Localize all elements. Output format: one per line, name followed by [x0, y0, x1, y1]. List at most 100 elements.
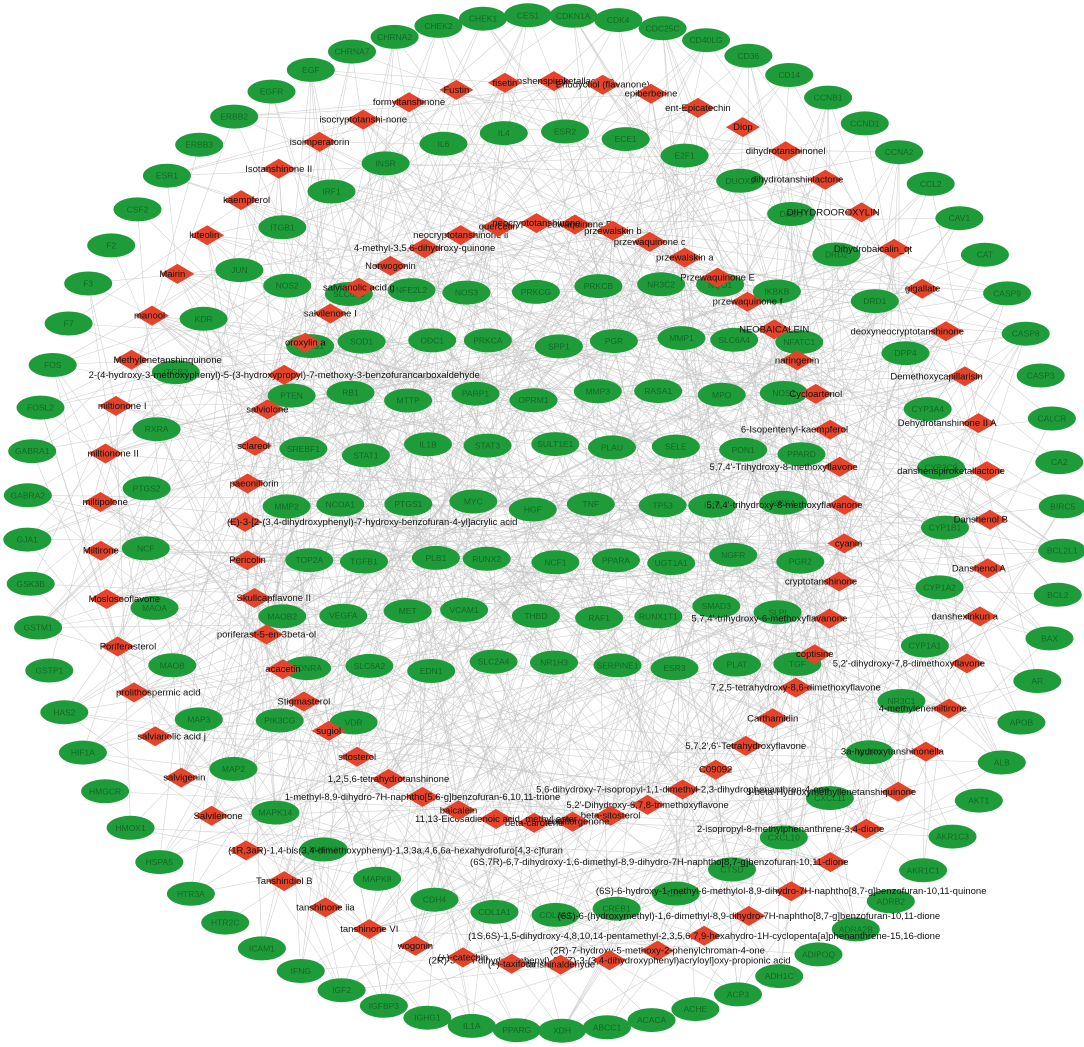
- gene-node-tnf[interactable]: TNF: [566, 492, 615, 517]
- gene-node-slc6a2[interactable]: SLC6A2: [345, 653, 394, 678]
- gene-node-hmox1[interactable]: HMOX1: [106, 815, 155, 840]
- compound-node-c09092[interactable]: C09092: [698, 759, 733, 780]
- gene-node-ugt1a1[interactable]: UGT1A1: [647, 551, 696, 576]
- gene-node-has2[interactable]: HAS2: [40, 700, 89, 725]
- compound-node-wogonin[interactable]: wogonin: [397, 935, 433, 956]
- gene-node-smad3[interactable]: SMAD3: [692, 594, 741, 619]
- gene-node-ighg1[interactable]: IGHG1: [403, 1005, 452, 1030]
- compound-node-5-7-4-trihydroxy-8-methoxyflavanone[interactable]: 5,7,4'-trihydroxy-8-methoxyflavanone: [707, 494, 863, 515]
- compound-node-baicalein[interactable]: baicalein: [440, 800, 478, 821]
- gene-node-cxcl11[interactable]: CXCL11: [805, 786, 854, 811]
- gene-node-mmp9[interactable]: MMP9: [845, 740, 894, 765]
- gene-node-irf1[interactable]: IRF1: [307, 179, 356, 204]
- gene-node-odc1[interactable]: ODC1: [408, 328, 457, 353]
- gene-node-raf1[interactable]: RAF1: [575, 606, 624, 630]
- compound-node-dehydrotanshinone-ii-a[interactable]: Dehydrotanshinone II A: [898, 413, 997, 434]
- gene-node-nos3[interactable]: NOS3: [442, 280, 491, 305]
- gene-node-cyp3a4[interactable]: CYP3A4: [903, 397, 952, 422]
- compound-node-salvianolic-acid-g[interactable]: salvianolic acid g: [323, 277, 395, 298]
- compound-node-cyanin[interactable]: cyanin: [827, 533, 862, 554]
- compound-node-6s-6-hydroxymethyl-1-6-dimethyl-8-9-dihy[interactable]: (6S)-6-(hydroxymethyl)-1,6-dimethyl-8,9-…: [558, 905, 941, 926]
- gene-node-acaca[interactable]: ACACA: [627, 1008, 676, 1033]
- compound-node-przewaquinone-f[interactable]: przewaquinone f: [713, 291, 783, 312]
- gene-node-cyp1a2[interactable]: CYP1A2: [915, 575, 964, 600]
- gene-node-fos[interactable]: FOS: [28, 353, 77, 377]
- gene-node-ikbkb[interactable]: IKBKB: [752, 279, 801, 304]
- gene-node-drd2[interactable]: DRD2: [812, 242, 861, 267]
- compound-node-skullcapflavone-ii[interactable]: Skullcapflavone II: [237, 588, 311, 608]
- gene-node-esr3[interactable]: ESR3: [650, 656, 699, 681]
- gene-node-edn1[interactable]: EDN1: [407, 659, 456, 683]
- gene-node-insr[interactable]: INSR: [361, 151, 410, 176]
- gene-node-apob[interactable]: APOB: [997, 710, 1046, 735]
- gene-node-chek2[interactable]: CHEK2: [414, 13, 463, 38]
- compound-node-tanshinaldehyde[interactable]: tanshinaldehyde: [526, 954, 595, 975]
- compound-node-demethoxycapillarisin[interactable]: Demethoxycapillarisin: [890, 366, 983, 387]
- gene-node-rxra[interactable]: RXRA: [132, 417, 181, 442]
- compound-node-1r-3ar-1-4-bis-3-4-dimethoxyphenyl-1-3-3[interactable]: (1R,3aR)-1,4-bis(3,4-dimethoxyphenyl)-1,…: [228, 840, 563, 861]
- compound-node-5-2-dihydroxy-6-7-8-trimethoxyflavone[interactable]: 5,2'-Dihydroxy-6,7,8-trimethoxyflavone: [566, 794, 729, 815]
- gene-node-adrb2[interactable]: ADRB2: [866, 889, 915, 914]
- compound-node-epiberberine[interactable]: epiberberine: [625, 83, 678, 104]
- compound-node-epidanshenspiroketallactone[interactable]: epidanshenspiroketallactone: [494, 71, 614, 92]
- compound-node-stigmasterol[interactable]: Stigmasterol: [277, 691, 330, 712]
- gene-node-mpo[interactable]: MPO: [697, 382, 746, 407]
- gene-node-cdc25c[interactable]: CDC25C: [638, 16, 687, 41]
- gene-node-drd1[interactable]: DRD1: [850, 289, 899, 314]
- gene-node-gabra1[interactable]: GABRA1: [8, 439, 57, 464]
- compound-node-salvilenone-i[interactable]: salvilenone I: [304, 303, 357, 324]
- gene-node-il4[interactable]: IL4: [479, 121, 528, 146]
- compound-node-tanshinone-vi[interactable]: tanshinone VI: [340, 919, 398, 940]
- compound-node-cryptotanshinone[interactable]: cryptotanshinone: [785, 571, 857, 592]
- gene-node-htr2c[interactable]: HTR2C: [201, 910, 250, 935]
- compound-node-fisetin[interactable]: fisetin: [487, 72, 522, 93]
- compound-node-przewaquinone-b[interactable]: Przewaquinone B: [538, 214, 612, 235]
- gene-node-cdk4[interactable]: CDK4: [594, 8, 643, 33]
- gene-node-gsk3b[interactable]: GSK3B: [6, 571, 55, 596]
- compound-node-danshexinkun-a[interactable]: danshexinkun a: [931, 606, 999, 627]
- gene-node-cyp2c9[interactable]: CYP2C9: [917, 455, 965, 480]
- gene-node-kdr[interactable]: KDR: [179, 306, 228, 331]
- gene-node-tgfb1[interactable]: TGFB1: [340, 549, 388, 574]
- compound-node-poriferasterol[interactable]: Poriferasterol: [100, 636, 157, 657]
- gene-node-ncoa1[interactable]: NCOA1: [316, 492, 365, 517]
- compound-node-6s-6-hydroxy-1-methyl-6-methylol-8-9-dih[interactable]: (6S)-6-hydroxy-1-methyl-6-methylol-8,9-d…: [596, 881, 987, 902]
- gene-node-maob[interactable]: MAOB: [148, 653, 197, 678]
- gene-node-ncf[interactable]: NCF: [121, 536, 170, 561]
- gene-node-met[interactable]: MET: [383, 599, 432, 624]
- compound-node-5-7-2-6-tetrahydroxyflavone[interactable]: 5,7,2',6'-Tetrahydroxyflavone: [685, 735, 806, 756]
- gene-node-plb1[interactable]: PLB1: [411, 545, 460, 570]
- gene-node-akr1c3[interactable]: AKR1C3: [928, 824, 977, 849]
- gene-node-gja1[interactable]: GJA1: [3, 527, 52, 552]
- compound-node-dihydrooroxylin[interactable]: DIHYDROOROXYLIN: [787, 202, 880, 223]
- compound-node-gigallate[interactable]: gigallate: [905, 278, 940, 299]
- gene-node-vegfa[interactable]: VEGFA: [319, 603, 368, 628]
- gene-node-ikbka[interactable]: IKBKA: [759, 490, 808, 515]
- gene-node-birc5[interactable]: BIRC5: [1038, 494, 1084, 519]
- gene-node-casp9[interactable]: CASP9: [983, 281, 1032, 306]
- compound-node-2-4-hydroxy-3-methoxyphenyl-5-3-hydroxyp[interactable]: 2-(4-hydroxy-3-methoxyphenyl)-5-(3-hydro…: [89, 364, 480, 385]
- compound-node-prolithospermic-acid[interactable]: prolithospermic acid: [116, 682, 200, 703]
- gene-node-ccnd1[interactable]: CCND1: [840, 111, 889, 136]
- compound-node-sugiol[interactable]: sugiol: [311, 720, 346, 741]
- compound-node-diop[interactable]: Diop: [725, 117, 760, 138]
- gene-node-mmp1[interactable]: MMP1: [657, 326, 706, 351]
- gene-node-abcc1[interactable]: ABCC1: [583, 1015, 631, 1040]
- gene-node-rasa1[interactable]: RASA1: [634, 379, 683, 404]
- gene-node-itgb1[interactable]: ITGB1: [258, 215, 307, 240]
- gene-node-spp1[interactable]: SPP1: [534, 334, 583, 359]
- gene-node-tp53[interactable]: TP53: [638, 493, 687, 518]
- gene-node-itgb3[interactable]: ITGB3: [151, 360, 200, 385]
- gene-node-gabra2[interactable]: GABRA2: [3, 483, 52, 508]
- gene-node-nfatc1[interactable]: NFATC1: [775, 330, 824, 355]
- gene-node-ptgs1[interactable]: PTGS1: [384, 492, 433, 517]
- compound-node-przewalskin-a[interactable]: przewalskin a: [656, 247, 714, 268]
- gene-node-pon1[interactable]: PON1: [719, 437, 768, 462]
- gene-node-stat1[interactable]: STAT1: [341, 443, 390, 468]
- gene-node-ppard[interactable]: PPARD: [777, 442, 826, 467]
- compound-node-przewaquinone-e[interactable]: Przewaquinone E: [680, 267, 755, 288]
- compound-node-danshenspiroketallactone[interactable]: danshenspiroketallactone: [897, 461, 1005, 482]
- compound-node-2r-7-hydroxy-5-methoxy-2-phenylchroman-4[interactable]: (2R)-7-hydroxy-5-methoxy-2-phenylchroman…: [550, 940, 765, 961]
- gene-node-esr2[interactable]: ESR2: [541, 119, 589, 144]
- compound-node-beta-sitosterol[interactable]: beta-sitosterol: [581, 805, 641, 826]
